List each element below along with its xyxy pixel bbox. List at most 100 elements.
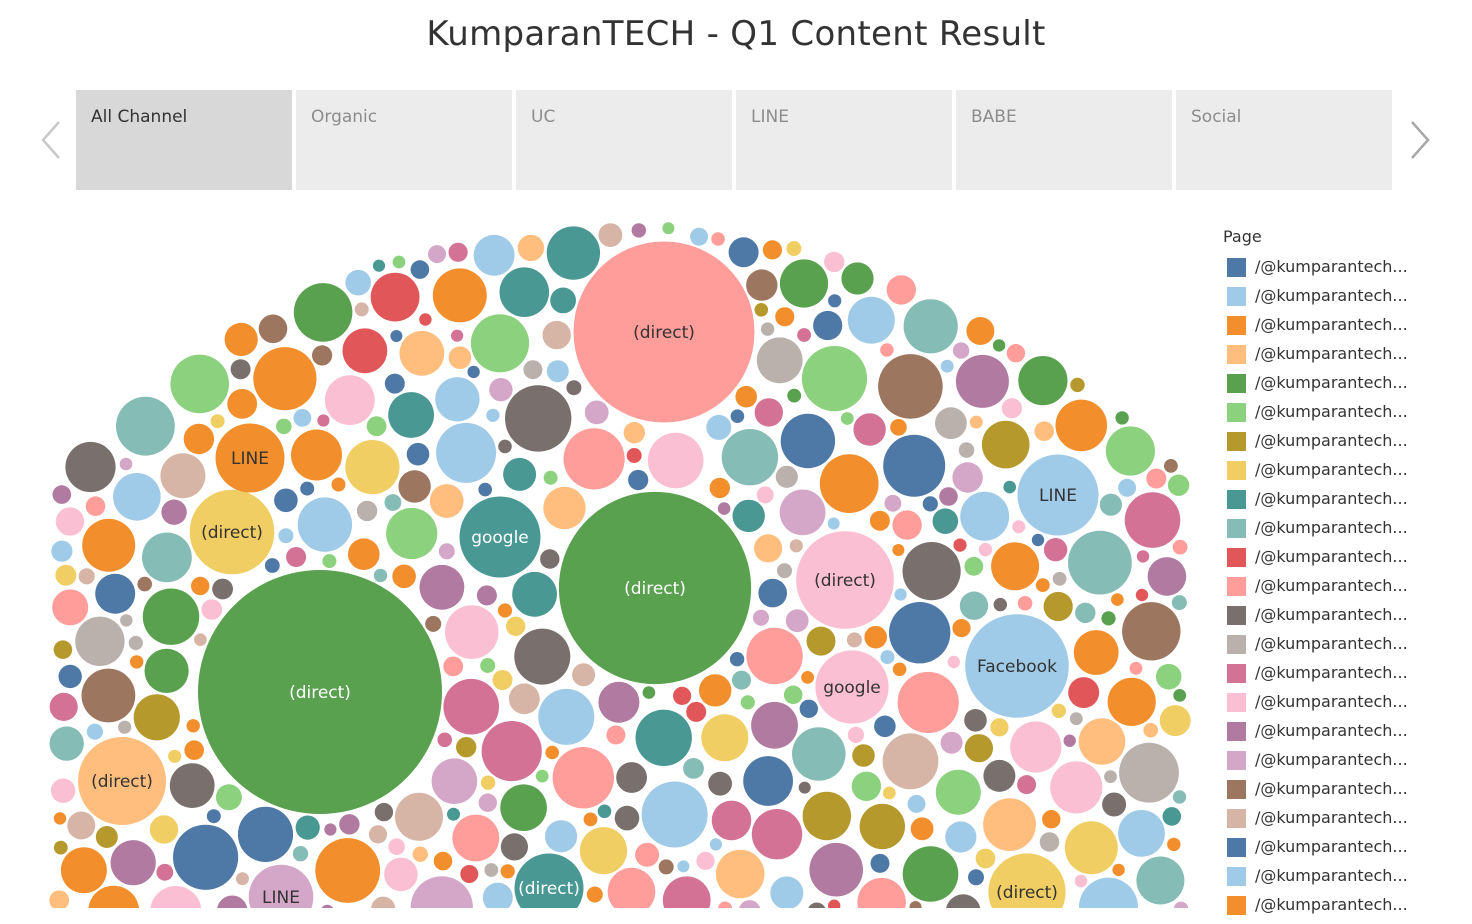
bubble-labeled[interactable] <box>558 491 752 685</box>
bubble[interactable] <box>1104 770 1117 783</box>
bubble[interactable] <box>883 434 946 497</box>
bubble[interactable] <box>50 778 76 803</box>
bubble[interactable] <box>428 245 446 264</box>
bubble[interactable] <box>264 558 280 573</box>
tab-line[interactable]: LINE <box>736 90 952 190</box>
bubble[interactable] <box>78 568 95 585</box>
bubble[interactable] <box>940 731 963 754</box>
bubble[interactable] <box>1074 874 1088 888</box>
bubble[interactable] <box>583 812 598 827</box>
bubble[interactable] <box>1075 602 1096 623</box>
bubble[interactable] <box>658 859 674 875</box>
bubble[interactable] <box>1172 539 1188 555</box>
bubble[interactable] <box>75 616 125 666</box>
legend-item[interactable]: /@kumparantech... <box>1223 402 1472 431</box>
bubble[interactable] <box>903 299 958 354</box>
bubble[interactable] <box>508 683 540 715</box>
bubble[interactable] <box>711 800 752 841</box>
bubble[interactable] <box>1136 550 1150 563</box>
bubble[interactable] <box>1006 344 1026 363</box>
bubble[interactable] <box>371 896 396 908</box>
bubble[interactable] <box>1118 810 1165 857</box>
bubble[interactable] <box>128 635 143 651</box>
bubble[interactable] <box>709 477 730 499</box>
bubble[interactable] <box>156 863 174 881</box>
bubble[interactable] <box>550 287 576 314</box>
bubble[interactable] <box>706 414 732 440</box>
bubble[interactable] <box>874 715 896 738</box>
bubble[interactable] <box>161 499 187 525</box>
bubble[interactable] <box>315 838 381 903</box>
bubble[interactable] <box>386 507 438 560</box>
bubble[interactable] <box>690 227 709 246</box>
bubble[interactable] <box>732 670 751 690</box>
bubble[interactable] <box>662 876 711 908</box>
bubble[interactable] <box>824 251 845 273</box>
bubble[interactable] <box>751 701 798 749</box>
bubble[interactable] <box>964 556 984 576</box>
bubble[interactable] <box>395 792 443 841</box>
bubble[interactable] <box>217 895 248 909</box>
bubble[interactable] <box>436 422 497 483</box>
bubble[interactable] <box>546 226 601 280</box>
bubble[interactable] <box>201 599 223 620</box>
bubble[interactable] <box>952 462 983 493</box>
bubble[interactable] <box>894 588 907 601</box>
bubble[interactable] <box>735 385 757 408</box>
bubble[interactable] <box>1102 792 1127 817</box>
bubble[interactable] <box>1105 426 1155 476</box>
bubble[interactable] <box>321 904 335 908</box>
bubble[interactable] <box>947 655 960 669</box>
bubble[interactable] <box>1043 538 1068 562</box>
bubble[interactable] <box>642 686 656 699</box>
bubble[interactable] <box>331 477 346 492</box>
bubble[interactable] <box>435 377 480 422</box>
bubble[interactable] <box>339 814 360 835</box>
bubble-labeled[interactable] <box>1017 454 1099 536</box>
bubble[interactable] <box>1055 399 1108 452</box>
bubble[interactable] <box>399 330 445 376</box>
bubble[interactable] <box>354 302 369 317</box>
bubble[interactable] <box>1167 474 1190 496</box>
bubble-labeled[interactable] <box>215 423 285 493</box>
bubble[interactable] <box>1118 478 1137 497</box>
bubble[interactable] <box>410 260 430 279</box>
bubble[interactable] <box>497 603 513 618</box>
bubble[interactable] <box>756 337 803 384</box>
bubble[interactable] <box>1173 689 1187 702</box>
bubble[interactable] <box>1043 591 1073 622</box>
bubble[interactable] <box>142 532 192 583</box>
bubble[interactable] <box>1146 468 1167 489</box>
bubble[interactable] <box>119 457 133 471</box>
bubble[interactable] <box>1031 533 1045 547</box>
bubble[interactable] <box>150 886 202 908</box>
bubble[interactable] <box>85 496 106 516</box>
bubble[interactable] <box>523 360 543 380</box>
bubble[interactable] <box>922 496 938 512</box>
bubble[interactable] <box>1147 557 1187 596</box>
bubble[interactable] <box>476 585 497 606</box>
legend-item[interactable]: /@kumparantech... <box>1223 663 1472 692</box>
bubble[interactable] <box>1107 677 1156 727</box>
bubble[interactable] <box>437 732 453 748</box>
bubble[interactable] <box>224 322 258 356</box>
bubble[interactable] <box>322 554 337 569</box>
bubble[interactable] <box>892 510 922 540</box>
bubble[interactable] <box>1001 398 1023 419</box>
bubble[interactable] <box>425 615 442 632</box>
bubble[interactable] <box>598 681 640 723</box>
bubble[interactable] <box>840 412 854 425</box>
bubble[interactable] <box>880 343 894 357</box>
bubble[interactable] <box>754 303 769 317</box>
bubble[interactable] <box>546 360 569 383</box>
bubble[interactable] <box>235 872 249 886</box>
legend-item[interactable]: /@kumparantech... <box>1223 489 1472 518</box>
bubble[interactable] <box>983 759 1016 792</box>
bubble[interactable] <box>597 804 612 819</box>
bubble[interactable] <box>959 591 989 620</box>
tab-organic[interactable]: Organic <box>296 90 512 190</box>
bubble[interactable] <box>1172 790 1187 804</box>
bubble[interactable] <box>1063 734 1076 747</box>
bubble[interactable] <box>118 720 132 734</box>
bubble[interactable] <box>486 408 500 422</box>
